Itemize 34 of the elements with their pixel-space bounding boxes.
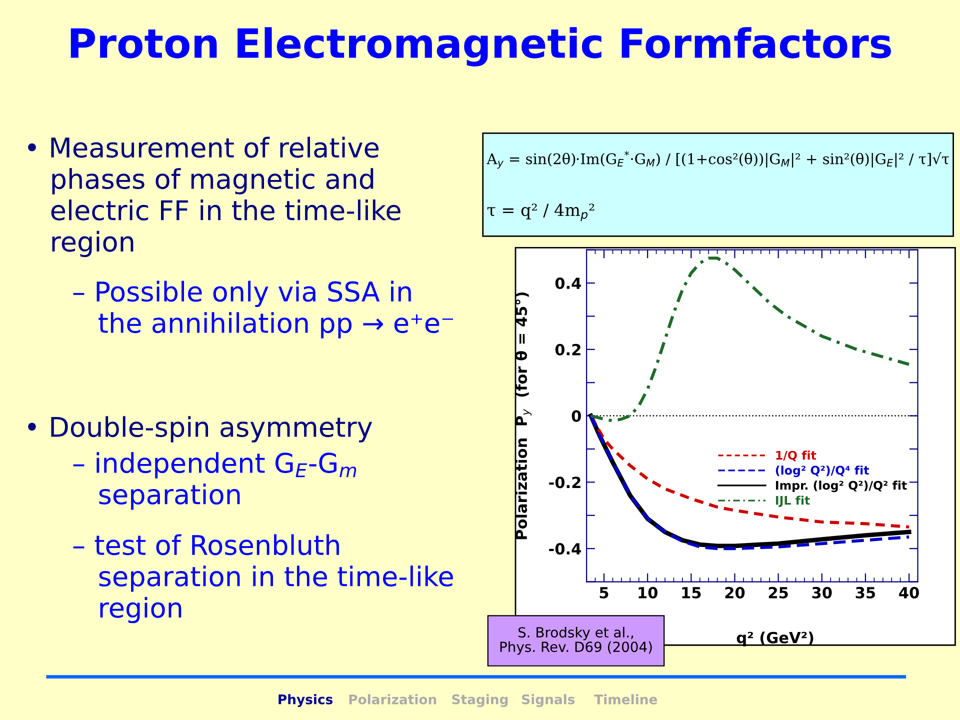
text: – independent G$_{E}$-G$_{m}$ separation [73,452,356,510]
x-tick-label: 25 [768,586,788,598]
text: S. Brodsky et al., Phys. Rev. D69 (2004) [500,626,652,655]
x-tick-label: 5 [600,587,608,598]
text: Signals [522,694,575,707]
text: Staging [452,694,508,707]
x-tick-label: 15 [682,587,701,598]
text: • Measurement of relative phases of magnetic and electric FF in the time-like region [28,136,400,258]
y-tick-label: 0.4 [555,277,581,290]
x-tick-label: 20 [725,586,745,598]
y-tick-label: 0.2 [555,344,580,356]
y-tick-label: 0 [572,410,581,422]
x-tick-label: 40 [899,586,919,598]
legend-label: 1/Q fit [776,450,816,462]
y-axis-title: Polarization P$_{y}$ (for θ = 45°) [515,292,532,540]
x-axis-title: q² (GeV²) [736,632,814,646]
x-tick-label: 30 [812,586,832,598]
chart-title: Proton Electromagnetic Formfactors [70,27,891,66]
text: Physics [278,694,333,707]
legend-label: IJL fit [776,496,810,508]
y-tick-label: -0.4 [549,543,581,555]
text: – Possible only via SSA in the annihilation pp → e⁺e⁻ [73,280,454,338]
text: A$_{y}$ = sin(2θ)·Im(G$_{E}$$^{*}$·G$_{M}$) / [(1+cos²(θ))|G$_{M}$|² + sin²(θ)|G$_{E}$|² / τ]√τ [486,150,949,169]
text: τ = q² / 4m$_{p}$² [487,204,594,222]
x-tick-label: 10 [638,586,658,598]
legend-label: (log² Q²)/Q⁴ fit [776,466,869,478]
y-tick-label: -0.2 [549,476,580,488]
line-series [589,256,911,422]
legend-label: Impr. (log² Q²)/Q² fit [776,480,907,492]
text: – test of Rosenbluth separation in the time-like region [73,534,453,624]
text: • Double-spin asymmetry [28,416,372,442]
x-tick-label: 35 [856,586,876,598]
text: Polarization [349,694,436,704]
text: Timeline [594,694,658,704]
